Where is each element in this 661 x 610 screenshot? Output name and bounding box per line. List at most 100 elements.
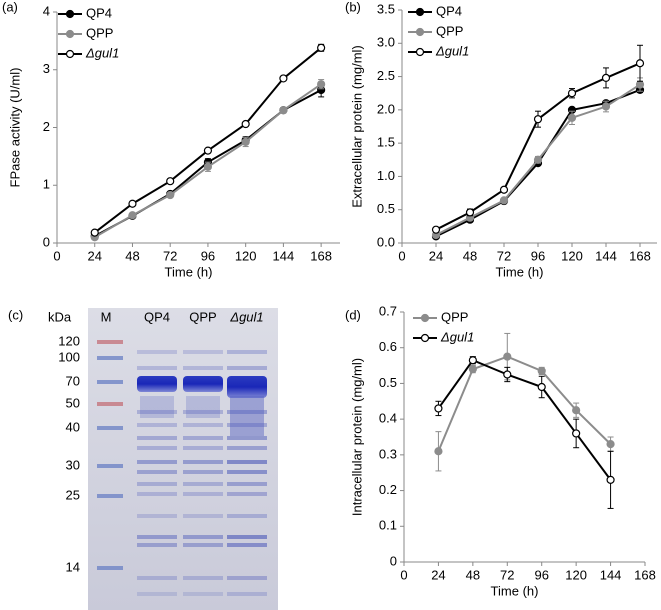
data-point (317, 43, 326, 52)
marker-band (97, 356, 123, 360)
smear (230, 396, 264, 436)
lane-label: M (101, 309, 112, 324)
marker-label: 14 (66, 559, 80, 574)
marker-label: 25 (66, 487, 80, 502)
x-tick-label: 120 (561, 248, 583, 263)
data-point (635, 80, 645, 89)
lane-label: Δgul1 (229, 309, 263, 324)
protein-band (183, 446, 223, 450)
y-tick-label: 0.3 (379, 446, 397, 461)
data-point (572, 406, 581, 415)
protein-band (137, 423, 177, 427)
protein-band (137, 576, 177, 580)
protein-band (227, 350, 267, 354)
data-point (166, 190, 175, 200)
data-point (166, 177, 175, 186)
x-tick-label: 48 (463, 248, 477, 263)
protein-band (227, 423, 267, 427)
data-point (537, 382, 546, 392)
marker-band (97, 340, 123, 344)
legend-marker (65, 9, 75, 19)
data-point (533, 115, 543, 124)
y-axis-title: Extracellular protein (mg/ml) (349, 45, 364, 208)
y-tick-label: 2.5 (377, 68, 395, 83)
lane-label: QP4 (144, 309, 170, 324)
marker-band (97, 566, 123, 570)
x-tick-label: 0 (400, 567, 407, 582)
panel-label: (c) (8, 307, 23, 322)
x-tick-label: 0 (53, 248, 60, 263)
y-tick-label: 0.4 (379, 411, 397, 426)
data-point (503, 352, 512, 361)
protein-band (137, 592, 177, 596)
data-point (465, 208, 475, 217)
protein-band (137, 436, 177, 440)
protein-band (137, 470, 177, 474)
data-point (317, 80, 326, 89)
legend-marker (415, 47, 425, 57)
data-point (468, 365, 477, 374)
x-tick-label: 72 (163, 248, 177, 263)
protein-band (183, 366, 223, 370)
protein-band (227, 514, 267, 518)
legend-label: Δgul1 (85, 45, 119, 60)
main-band (137, 376, 177, 392)
marker-band (97, 464, 123, 468)
panel-label: (a) (2, 0, 18, 14)
y-tick-label: 0.5 (379, 375, 397, 390)
data-point (203, 146, 213, 155)
x-tick-label: 72 (500, 567, 514, 582)
protein-band (183, 543, 223, 547)
protein-band (227, 543, 267, 547)
data-point (533, 155, 543, 164)
series-line (437, 355, 612, 452)
y-tick-label: 0 (43, 234, 50, 249)
legend-label: QP4 (436, 3, 462, 18)
data-point (241, 137, 250, 147)
data-point (241, 119, 250, 129)
y-tick-label: 2 (43, 119, 50, 134)
y-tick-label: 4 (43, 3, 50, 18)
marker-label: 120 (58, 333, 80, 348)
data-point (499, 185, 509, 194)
x-tick-label: 48 (466, 567, 480, 582)
protein-band (183, 470, 223, 474)
y-tick-label: 0.5 (377, 201, 395, 216)
marker-band (97, 494, 123, 498)
x-tick-label: 120 (565, 567, 587, 582)
data-point (537, 366, 546, 376)
protein-band (183, 350, 223, 354)
y-tick-label: 0.6 (379, 339, 397, 354)
gel-image (88, 308, 278, 610)
data-point (606, 475, 615, 484)
protein-band (137, 535, 177, 539)
protein-band (137, 350, 177, 354)
data-point (128, 199, 137, 208)
legend-marker (65, 49, 75, 59)
marker-label: 40 (66, 419, 80, 434)
data-point (567, 113, 577, 122)
lane-label: QPP (189, 309, 216, 324)
marker-label: 30 (66, 457, 80, 472)
marker-band (97, 402, 123, 406)
protein-band (227, 436, 267, 440)
protein-band (137, 460, 177, 464)
x-tick-label: 144 (595, 248, 617, 263)
data-point (279, 106, 288, 115)
protein-band (227, 460, 267, 464)
x-tick-label: 48 (125, 248, 139, 263)
main-band (227, 376, 267, 398)
x-axis-title: Time (h) (496, 264, 544, 279)
y-tick-label: 1 (43, 177, 50, 192)
protein-band (137, 446, 177, 450)
x-tick-label: 24 (431, 567, 445, 582)
protein-band (183, 423, 223, 427)
data-point (431, 225, 441, 234)
series-line (435, 62, 641, 231)
protein-band (137, 514, 177, 518)
legend-label: QPP (436, 23, 463, 38)
smear (140, 396, 174, 418)
protein-band (183, 482, 223, 486)
x-axis-title: Time (h) (165, 264, 213, 279)
